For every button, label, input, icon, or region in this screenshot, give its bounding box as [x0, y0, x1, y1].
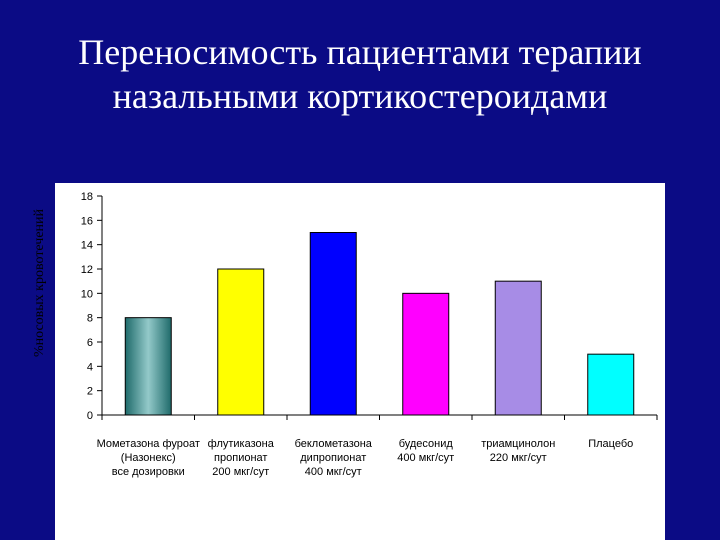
y-tick-label: 6 — [87, 337, 93, 349]
y-tick-label: 18 — [81, 191, 93, 203]
chart-title: Переносимость пациентами терапии назальн… — [0, 30, 720, 118]
bar-6 — [587, 353, 635, 416]
y-tick-label: 2 — [87, 386, 93, 398]
y-axis-label: %носовых кровотечений — [32, 208, 47, 358]
title-line-1: Переносимость пациентами терапии — [78, 32, 642, 72]
bar-5 — [494, 280, 542, 416]
bar-2 — [217, 268, 265, 416]
y-tick-label: 14 — [81, 240, 93, 252]
plot-area: 0 2 4 6 8 10 12 14 16 18 — [55, 183, 665, 423]
category-label: триамцинолон 220 мкг/сут — [481, 438, 556, 464]
y-tick-label: 8 — [87, 313, 93, 325]
y-tick-label: 12 — [81, 264, 93, 276]
category-label: флутиказона пропионат 200 мкг/сут — [207, 438, 274, 478]
category-label: будесонид 400 мкг/сут — [397, 438, 455, 464]
y-tick-label: 4 — [87, 361, 93, 373]
category-label: беклометазона дипропионат 400 мкг/сут — [294, 438, 372, 478]
y-tick-label: 16 — [81, 215, 93, 227]
bar-3 — [309, 232, 357, 416]
category-label: Мометазона фуроат (Назонекс) все дозиров… — [96, 438, 200, 478]
category-label: Плацебо — [588, 438, 634, 450]
bar-4 — [402, 292, 450, 416]
y-tick-label: 0 — [87, 410, 93, 422]
y-tick-label: 10 — [81, 288, 93, 300]
title-line-2: назальными кортикостероидами — [112, 76, 608, 116]
bar-chart: 0 2 4 6 8 10 12 14 16 18 — [81, 191, 658, 422]
bar-1 — [124, 317, 172, 416]
category-labels: Мометазона фуроат (Назонекс) все дозиров… — [55, 423, 665, 540]
